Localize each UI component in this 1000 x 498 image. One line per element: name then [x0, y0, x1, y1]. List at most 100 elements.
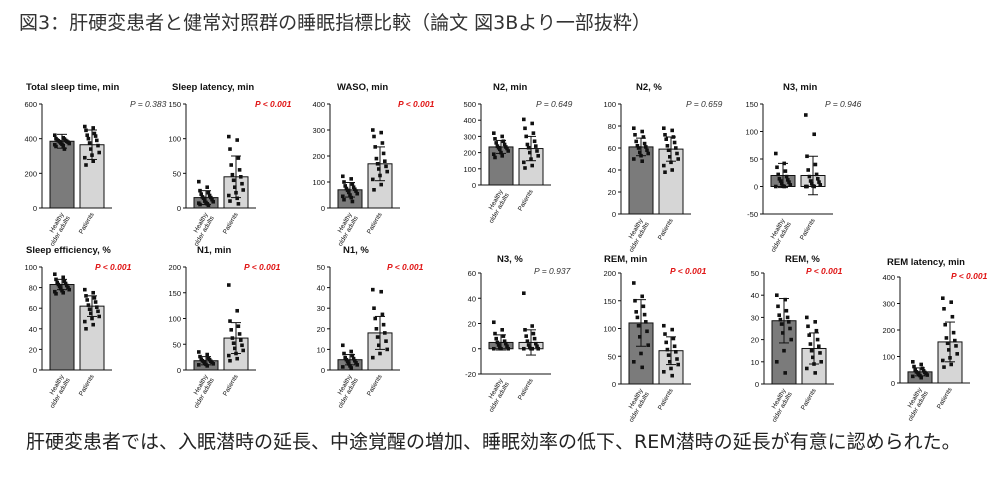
data-point — [502, 339, 507, 343]
data-point — [522, 346, 526, 351]
data-point — [638, 335, 642, 339]
data-point — [84, 294, 88, 298]
data-point — [645, 148, 649, 152]
data-point — [941, 296, 945, 300]
data-point — [632, 157, 636, 161]
data-point — [355, 363, 359, 367]
data-point — [781, 331, 785, 335]
data-point — [523, 126, 527, 131]
x-category-label-patients: Patients — [78, 373, 96, 397]
y-tick-label: 400 — [463, 116, 476, 125]
data-point — [522, 117, 526, 122]
data-point — [523, 166, 527, 170]
data-point — [230, 172, 235, 177]
data-point — [60, 288, 64, 293]
data-point — [805, 315, 809, 320]
y-tick-label: 60 — [29, 304, 37, 313]
data-point — [632, 360, 636, 364]
data-point — [776, 172, 780, 177]
data-point — [86, 303, 91, 307]
data-point — [662, 163, 666, 168]
data-point — [812, 362, 816, 366]
y-tick-label: 60 — [608, 144, 616, 153]
data-point — [231, 178, 236, 183]
data-point — [784, 308, 789, 313]
y-tick-label: 20 — [751, 336, 759, 345]
data-point — [227, 134, 231, 139]
data-point — [345, 359, 350, 364]
data-point — [341, 365, 345, 369]
data-point — [501, 139, 506, 144]
data-point — [381, 151, 386, 156]
data-point — [529, 157, 533, 161]
x-category-label-patients: Patients — [366, 373, 384, 397]
data-point — [54, 144, 58, 149]
data-point — [241, 348, 245, 353]
data-point — [911, 360, 915, 364]
chart-panel-9: N1, % P < 0.001 0 10 20 30 40 50 Healthyolder ad… — [317, 245, 424, 410]
y-tick-label: 200 — [882, 326, 895, 335]
data-point — [640, 129, 644, 134]
data-point — [341, 343, 345, 348]
data-point — [494, 336, 498, 341]
data-point — [817, 344, 821, 349]
data-point — [55, 280, 59, 285]
data-point — [812, 132, 816, 137]
data-point — [197, 350, 201, 354]
data-point — [499, 346, 503, 351]
data-point — [91, 126, 95, 130]
data-point — [813, 162, 818, 167]
x-category-label-patients: Patients — [800, 387, 818, 411]
data-point — [633, 133, 637, 137]
data-point — [230, 336, 235, 340]
data-point — [61, 143, 65, 148]
y-tick-label: 0 — [177, 204, 181, 213]
data-point — [231, 341, 236, 346]
data-point — [943, 322, 947, 327]
data-point — [493, 155, 497, 160]
data-point — [670, 128, 674, 133]
data-point — [342, 180, 346, 184]
data-point — [777, 313, 781, 317]
y-tick-label: 50 — [750, 155, 758, 164]
data-point — [814, 172, 819, 177]
data-point — [384, 164, 388, 169]
x-category-label-healthy: Healthyolder adults — [482, 377, 511, 414]
data-point — [663, 332, 667, 336]
data-point — [944, 336, 949, 340]
data-point — [87, 307, 92, 312]
data-point — [775, 165, 779, 170]
data-point — [942, 365, 946, 369]
data-point — [524, 334, 528, 338]
x-category-label-healthy: Healthyolder adults — [331, 211, 360, 248]
data-point — [351, 356, 356, 361]
y-tick-label: 150 — [603, 297, 616, 306]
data-point — [634, 310, 638, 314]
data-point — [672, 140, 677, 145]
y-tick-label: 20 — [468, 320, 476, 329]
y-tick-label: 400 — [24, 135, 37, 144]
data-point — [93, 134, 98, 138]
data-point — [198, 202, 202, 207]
data-point — [229, 163, 233, 167]
data-point — [774, 184, 778, 189]
data-point — [911, 374, 915, 379]
y-tick-label: 80 — [29, 284, 37, 293]
chart-panel-8: N1, min P < 0.001 0 50 100 150 200 Healthyolder… — [168, 245, 280, 410]
data-point — [912, 364, 916, 369]
data-point — [235, 138, 239, 142]
data-point — [62, 279, 67, 284]
data-point — [228, 358, 232, 363]
data-point — [776, 304, 780, 309]
data-point — [947, 348, 951, 352]
data-point — [83, 124, 87, 129]
x-category-label-healthy: Healthyolder adults — [43, 373, 72, 410]
chart-panel-7: Sleep efficiency, % P < 0.001 0 20 40 60 80 100… — [24, 245, 131, 410]
y-tick-label: 40 — [29, 325, 37, 334]
data-point — [774, 151, 778, 156]
data-point — [639, 351, 643, 356]
data-point — [378, 173, 382, 178]
data-point — [228, 199, 232, 203]
data-point — [531, 131, 536, 135]
data-point — [233, 185, 237, 189]
